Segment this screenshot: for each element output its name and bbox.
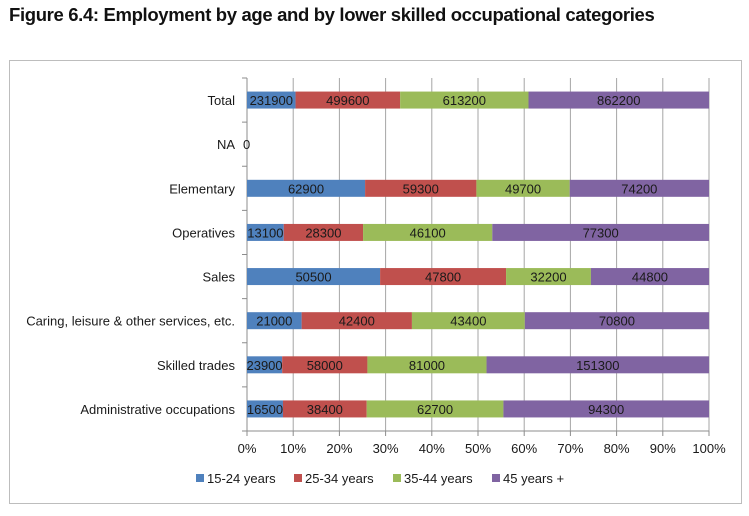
bar-segment — [492, 223, 709, 241]
bar-segment — [282, 400, 367, 418]
bar-segment — [295, 91, 401, 109]
data-label: 38400 — [307, 402, 343, 417]
category-label: NA — [217, 137, 235, 152]
data-label: 0 — [243, 137, 250, 152]
data-label: 43400 — [450, 314, 486, 329]
figure-title: Figure 6.4: Employment by age and by low… — [9, 4, 655, 25]
category-label: Administrative occupations — [80, 402, 235, 417]
category-label: Caring, leisure & other services, etc. — [26, 314, 235, 329]
legend-label: 35-44 years — [404, 471, 473, 486]
legend-swatch — [294, 474, 302, 482]
data-label: 77300 — [583, 225, 619, 240]
data-labels: 231900 499600 613200 862200 0 62900 59300 49700… — [243, 93, 668, 417]
category-label: Elementary — [169, 181, 235, 196]
data-label: 47800 — [425, 270, 461, 285]
data-label: 62900 — [288, 181, 324, 196]
x-tick-label: 90% — [650, 441, 676, 456]
bar-segment — [486, 356, 709, 374]
x-tick-label: 40% — [419, 441, 445, 456]
x-tick-label: 80% — [604, 441, 630, 456]
data-label: 32200 — [530, 270, 566, 285]
x-tick-label: 20% — [326, 441, 352, 456]
axes — [242, 77, 710, 436]
category-label: Total — [208, 93, 236, 108]
legend-label: 25-34 years — [305, 471, 374, 486]
bar-segment — [283, 223, 364, 241]
bars — [247, 91, 709, 418]
bar-segment — [247, 179, 366, 197]
data-label: 62700 — [417, 402, 453, 417]
legend: 15-24 years 25-34 years 35-44 years 45 year… — [196, 471, 564, 486]
bar-segment — [528, 91, 709, 109]
legend-label: 15-24 years — [207, 471, 276, 486]
data-label: 151300 — [576, 358, 619, 373]
x-tick-label: 30% — [373, 441, 399, 456]
bar-segment — [506, 268, 591, 286]
data-label: 21000 — [256, 314, 292, 329]
bar-segment — [367, 356, 487, 374]
bar-segment — [247, 356, 283, 374]
data-label: 74200 — [621, 181, 657, 196]
data-label: 231900 — [250, 93, 293, 108]
data-label: 58000 — [307, 358, 343, 373]
data-label: 49700 — [505, 181, 541, 196]
bar-segment — [524, 312, 709, 330]
bar-segment — [247, 268, 381, 286]
data-label: 23900 — [246, 358, 282, 373]
data-label: 44800 — [632, 270, 668, 285]
x-tick-label: 10% — [280, 441, 306, 456]
data-label: 50500 — [295, 270, 331, 285]
bar-segment — [247, 91, 296, 109]
bar-segment — [380, 268, 507, 286]
bar-segment — [247, 223, 284, 241]
bar-segment — [590, 268, 709, 286]
data-label: 81000 — [409, 358, 445, 373]
legend-swatch — [196, 474, 204, 482]
category-label: Operatives — [172, 225, 235, 240]
data-label: 46100 — [410, 225, 446, 240]
gridlines — [292, 78, 710, 431]
bar-segment — [400, 91, 529, 109]
category-labels: Total NA Elementary Operatives Sales Caring, … — [26, 93, 235, 417]
x-tick-label: 100% — [692, 441, 726, 456]
x-tick-label: 0% — [238, 441, 257, 456]
category-label: Skilled trades — [157, 358, 236, 373]
bar-segment — [503, 400, 709, 418]
data-label: 499600 — [326, 93, 369, 108]
bar-segment — [365, 179, 477, 197]
bar-segment — [363, 223, 493, 241]
x-tick-labels: 0% 10% 20% 30% 40% 50% 60% 70% 80% 90% 100% — [238, 441, 726, 456]
data-label: 59300 — [403, 181, 439, 196]
data-label: 70800 — [599, 314, 635, 329]
x-tick-label: 60% — [511, 441, 537, 456]
legend-swatch — [393, 474, 401, 482]
bar-segment — [247, 312, 302, 330]
data-label: 28300 — [305, 225, 341, 240]
data-label: 613200 — [443, 93, 486, 108]
category-label: Sales — [202, 270, 235, 285]
x-tick-label: 50% — [465, 441, 491, 456]
legend-label: 45 years + — [503, 471, 564, 486]
x-tick-label: 70% — [557, 441, 583, 456]
data-label: 13100 — [247, 225, 283, 240]
data-label: 94300 — [588, 402, 624, 417]
bar-segment — [282, 356, 368, 374]
legend-swatch — [492, 474, 500, 482]
bar-segment — [411, 312, 525, 330]
data-label: 42400 — [339, 314, 375, 329]
bar-segment — [366, 400, 504, 418]
bar-segment — [247, 400, 283, 418]
bar-segment — [569, 179, 709, 197]
bar-segment — [301, 312, 412, 330]
data-label: 862200 — [597, 93, 640, 108]
data-label: 16500 — [247, 402, 283, 417]
bar-segment — [476, 179, 570, 197]
